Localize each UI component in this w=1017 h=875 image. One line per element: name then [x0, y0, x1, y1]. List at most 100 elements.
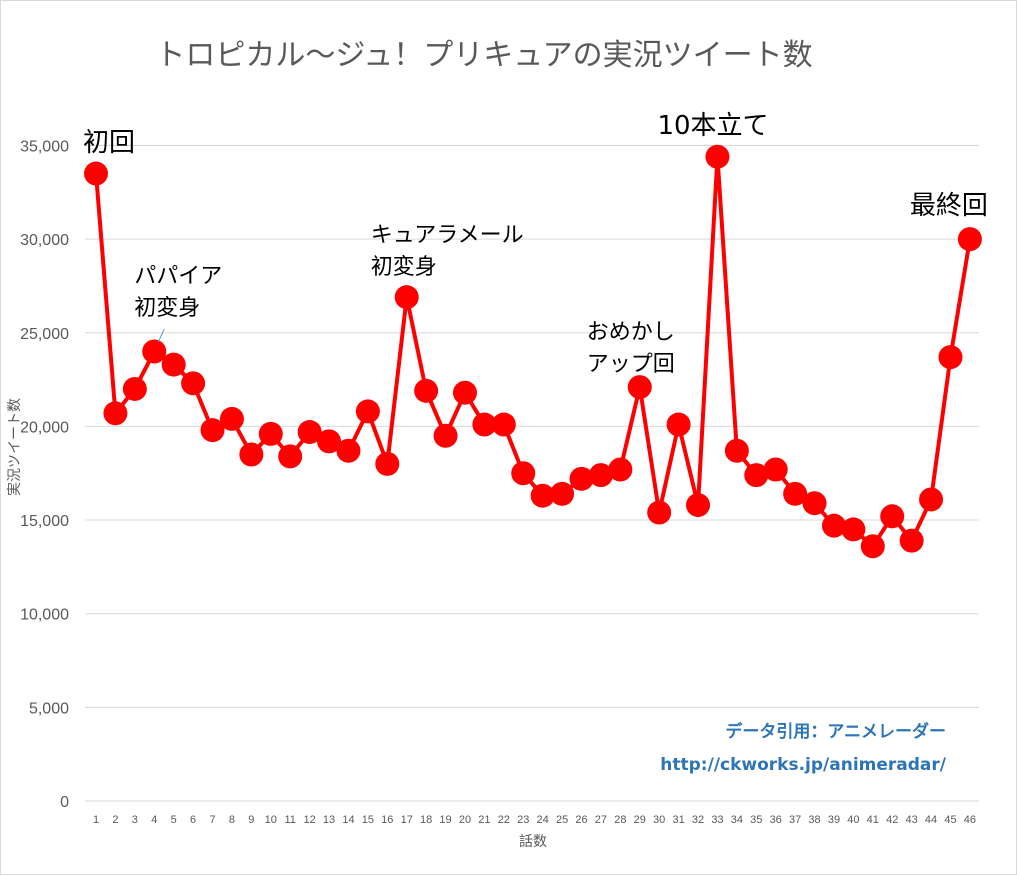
- data-point: [938, 345, 963, 370]
- data-point: [200, 418, 225, 443]
- data-point: [181, 371, 206, 396]
- y-tick-label: 5,000: [29, 700, 69, 717]
- x-tick-label: 24: [537, 814, 549, 826]
- x-tick-label: 16: [381, 814, 393, 826]
- data-point: [627, 375, 652, 400]
- x-tick-label: 38: [808, 814, 820, 826]
- annotation-label: 初変身: [134, 296, 200, 321]
- data-point: [880, 504, 905, 529]
- x-tick-label: 21: [478, 814, 490, 826]
- x-tick-label: 40: [847, 814, 859, 826]
- x-tick-label: 44: [925, 814, 937, 826]
- x-tick-label: 14: [342, 814, 354, 826]
- y-tick-label: 10,000: [20, 607, 69, 624]
- data-point: [84, 161, 108, 186]
- data-point: [705, 144, 730, 169]
- x-tick-label: 22: [498, 814, 510, 826]
- data-point: [899, 528, 924, 553]
- annotation-label: キュアラメール: [371, 223, 524, 248]
- x-tick-label: 7: [209, 814, 215, 826]
- x-tick-label: 33: [711, 814, 723, 826]
- annotation-label: パパイア: [134, 264, 222, 289]
- data-point: [258, 421, 283, 446]
- y-axis-ticks: 0 5,000 10,000 15,000 20,000 25,000 30,000 35,0…: [20, 138, 69, 811]
- data-point: [802, 491, 827, 516]
- data-point: [433, 423, 458, 448]
- x-axis-label: 話数: [519, 833, 547, 850]
- data-point: [841, 517, 866, 542]
- chart-title: トロピカル～ジュ！プリキュアの実況ツイート数: [155, 38, 812, 73]
- x-tick-label: 2: [112, 814, 118, 826]
- credit-line: データ引用：アニメレーダー: [725, 721, 946, 742]
- data-point: [297, 420, 322, 445]
- data-point: [666, 412, 691, 437]
- data-point: [122, 376, 147, 401]
- annotation-label: 10本立て: [657, 111, 768, 141]
- x-tick-label: 23: [517, 814, 529, 826]
- x-tick-label: 28: [614, 814, 626, 826]
- x-tick-label: 30: [653, 814, 665, 826]
- annotation-pointer: [157, 328, 165, 343]
- data-point: [530, 483, 555, 508]
- x-tick-label: 42: [886, 814, 898, 826]
- y-tick-label: 35,000: [20, 138, 69, 155]
- data-point: [588, 463, 613, 488]
- y-tick-label: 25,000: [20, 326, 69, 343]
- data-point: [103, 401, 128, 426]
- x-tick-label: 35: [750, 814, 762, 826]
- data-point: [647, 500, 672, 525]
- data-point: [821, 513, 846, 538]
- x-tick-label: 9: [248, 814, 254, 826]
- data-point: [394, 285, 419, 310]
- data-point: [472, 412, 497, 437]
- x-tick-label: 46: [964, 814, 976, 826]
- data-point: [161, 352, 186, 377]
- x-tick-label: 39: [828, 814, 840, 826]
- x-tick-label: 32: [692, 814, 704, 826]
- x-tick-label: 18: [420, 814, 432, 826]
- data-point: [511, 461, 536, 486]
- x-tick-label: 25: [556, 814, 568, 826]
- x-tick-label: 19: [439, 814, 451, 826]
- data-point: [724, 438, 749, 463]
- data-point: [452, 380, 477, 405]
- y-tick-label: 20,000: [20, 419, 69, 436]
- data-point: [608, 457, 633, 482]
- x-tick-label: 5: [171, 814, 177, 826]
- x-tick-label: 11: [284, 814, 295, 826]
- annotation-label: 最終回: [910, 191, 988, 221]
- y-axis-label: 実況ツイート数: [7, 398, 23, 496]
- x-tick-label: 8: [229, 814, 235, 826]
- x-tick-label: 3: [132, 814, 138, 826]
- data-point: [744, 463, 769, 488]
- x-tick-label: 1: [93, 814, 99, 826]
- credit-line: http://ckworks.jp/animeradar/: [660, 755, 947, 775]
- data-point: [317, 429, 342, 454]
- data-point: [686, 493, 711, 518]
- data-credit: データ引用：アニメレーダー http://ckworks.jp/animerada…: [660, 721, 947, 775]
- x-tick-label: 26: [575, 814, 587, 826]
- data-point: [414, 378, 439, 403]
- y-tick-label: 0: [60, 794, 69, 811]
- annotation-label: 初回: [83, 128, 135, 158]
- data-point: [763, 457, 788, 482]
- x-tick-label: 29: [634, 814, 646, 826]
- x-tick-label: 4: [151, 814, 157, 826]
- x-tick-label: 17: [401, 814, 413, 826]
- data-point: [860, 534, 885, 559]
- data-point: [336, 438, 361, 463]
- x-tick-label: 36: [770, 814, 782, 826]
- data-point: [569, 466, 594, 491]
- data-point: [957, 227, 982, 252]
- x-tick-label: 10: [265, 814, 277, 826]
- x-tick-label: 31: [672, 814, 684, 826]
- x-tick-label: 27: [595, 814, 607, 826]
- data-point: [783, 481, 808, 506]
- annotation-label: おめかし: [587, 320, 675, 345]
- data-point: [375, 451, 400, 476]
- x-tick-label: 13: [323, 814, 335, 826]
- x-tick-label: 6: [190, 814, 196, 826]
